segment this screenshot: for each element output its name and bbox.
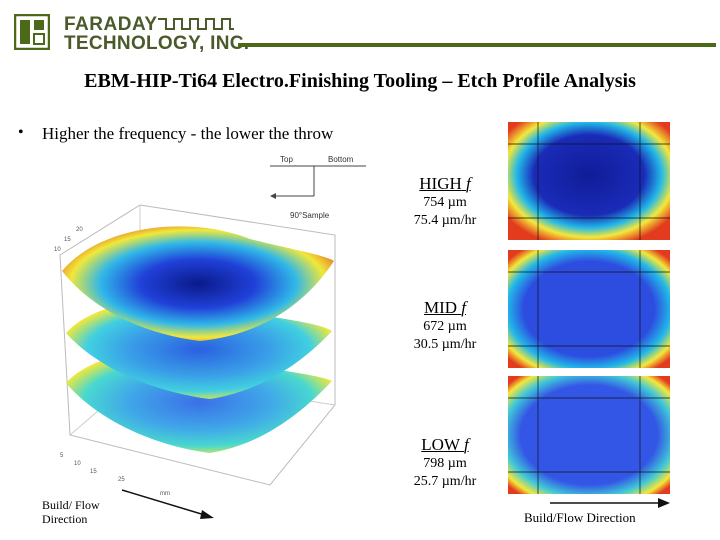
build-direction-label-left: Build/ Flow Direction <box>42 498 100 526</box>
svg-text:mm: mm <box>160 491 170 497</box>
low-frequency-block: LOW f 798 µm 25.7 µm/hr <box>390 435 500 491</box>
high-frequency-block: HIGH f 754 µm 75.4 µm/hr <box>390 174 500 230</box>
high-freq-heading: HIGH f <box>419 174 471 193</box>
company-name-line2: TECHNOLOGY, INC. <box>64 33 250 54</box>
company-name-line1: FARADAY <box>64 14 158 35</box>
build-direction-label-right: Build/Flow Direction <box>524 510 636 525</box>
high-depth: 754 µm <box>423 195 467 210</box>
svg-text:15: 15 <box>64 237 71 243</box>
svg-text:5: 5 <box>60 453 64 459</box>
low-depth: 798 µm <box>423 456 467 471</box>
header-rule <box>238 43 716 47</box>
low-freq-heading: LOW f <box>421 435 469 454</box>
mid-rate: 30.5 µm/hr <box>413 337 477 352</box>
svg-text:20: 20 <box>76 227 83 233</box>
low-rate: 25.7 µm/hr <box>413 474 477 489</box>
top-label: Top <box>280 155 293 164</box>
logo-icon <box>14 14 50 50</box>
svg-text:10: 10 <box>54 247 61 253</box>
pulse-wave-icon <box>158 18 234 30</box>
heatmap-high <box>508 122 670 240</box>
mid-depth: 672 µm <box>423 319 467 334</box>
bullet-text: Higher the frequency - the lower the thr… <box>42 124 334 143</box>
build-label-line1: Build/ Flow <box>42 498 100 512</box>
heatmap-low <box>508 376 670 494</box>
orientation-graphic: Top Bottom 90°Sample <box>270 155 366 220</box>
arrow-icon <box>550 498 670 508</box>
slide-title: EBM-HIP-Ti64 Electro.Finishing Tooling –… <box>84 70 636 92</box>
mid-frequency-block: MID f 672 µm 30.5 µm/hr <box>390 298 500 354</box>
arrow-icon <box>121 489 214 519</box>
high-rate: 75.4 µm/hr <box>413 213 477 228</box>
bottom-label: Bottom <box>328 155 354 164</box>
bullet-marker: • <box>18 124 24 141</box>
svg-text:10: 10 <box>74 461 81 467</box>
svg-text:25: 25 <box>118 477 125 483</box>
svg-text:15: 15 <box>90 469 97 475</box>
build-label-line2: Direction <box>42 512 88 526</box>
heatmap-mid <box>508 250 670 368</box>
mid-freq-heading: MID f <box>423 298 467 317</box>
sample-label: 90°Sample <box>290 211 330 220</box>
